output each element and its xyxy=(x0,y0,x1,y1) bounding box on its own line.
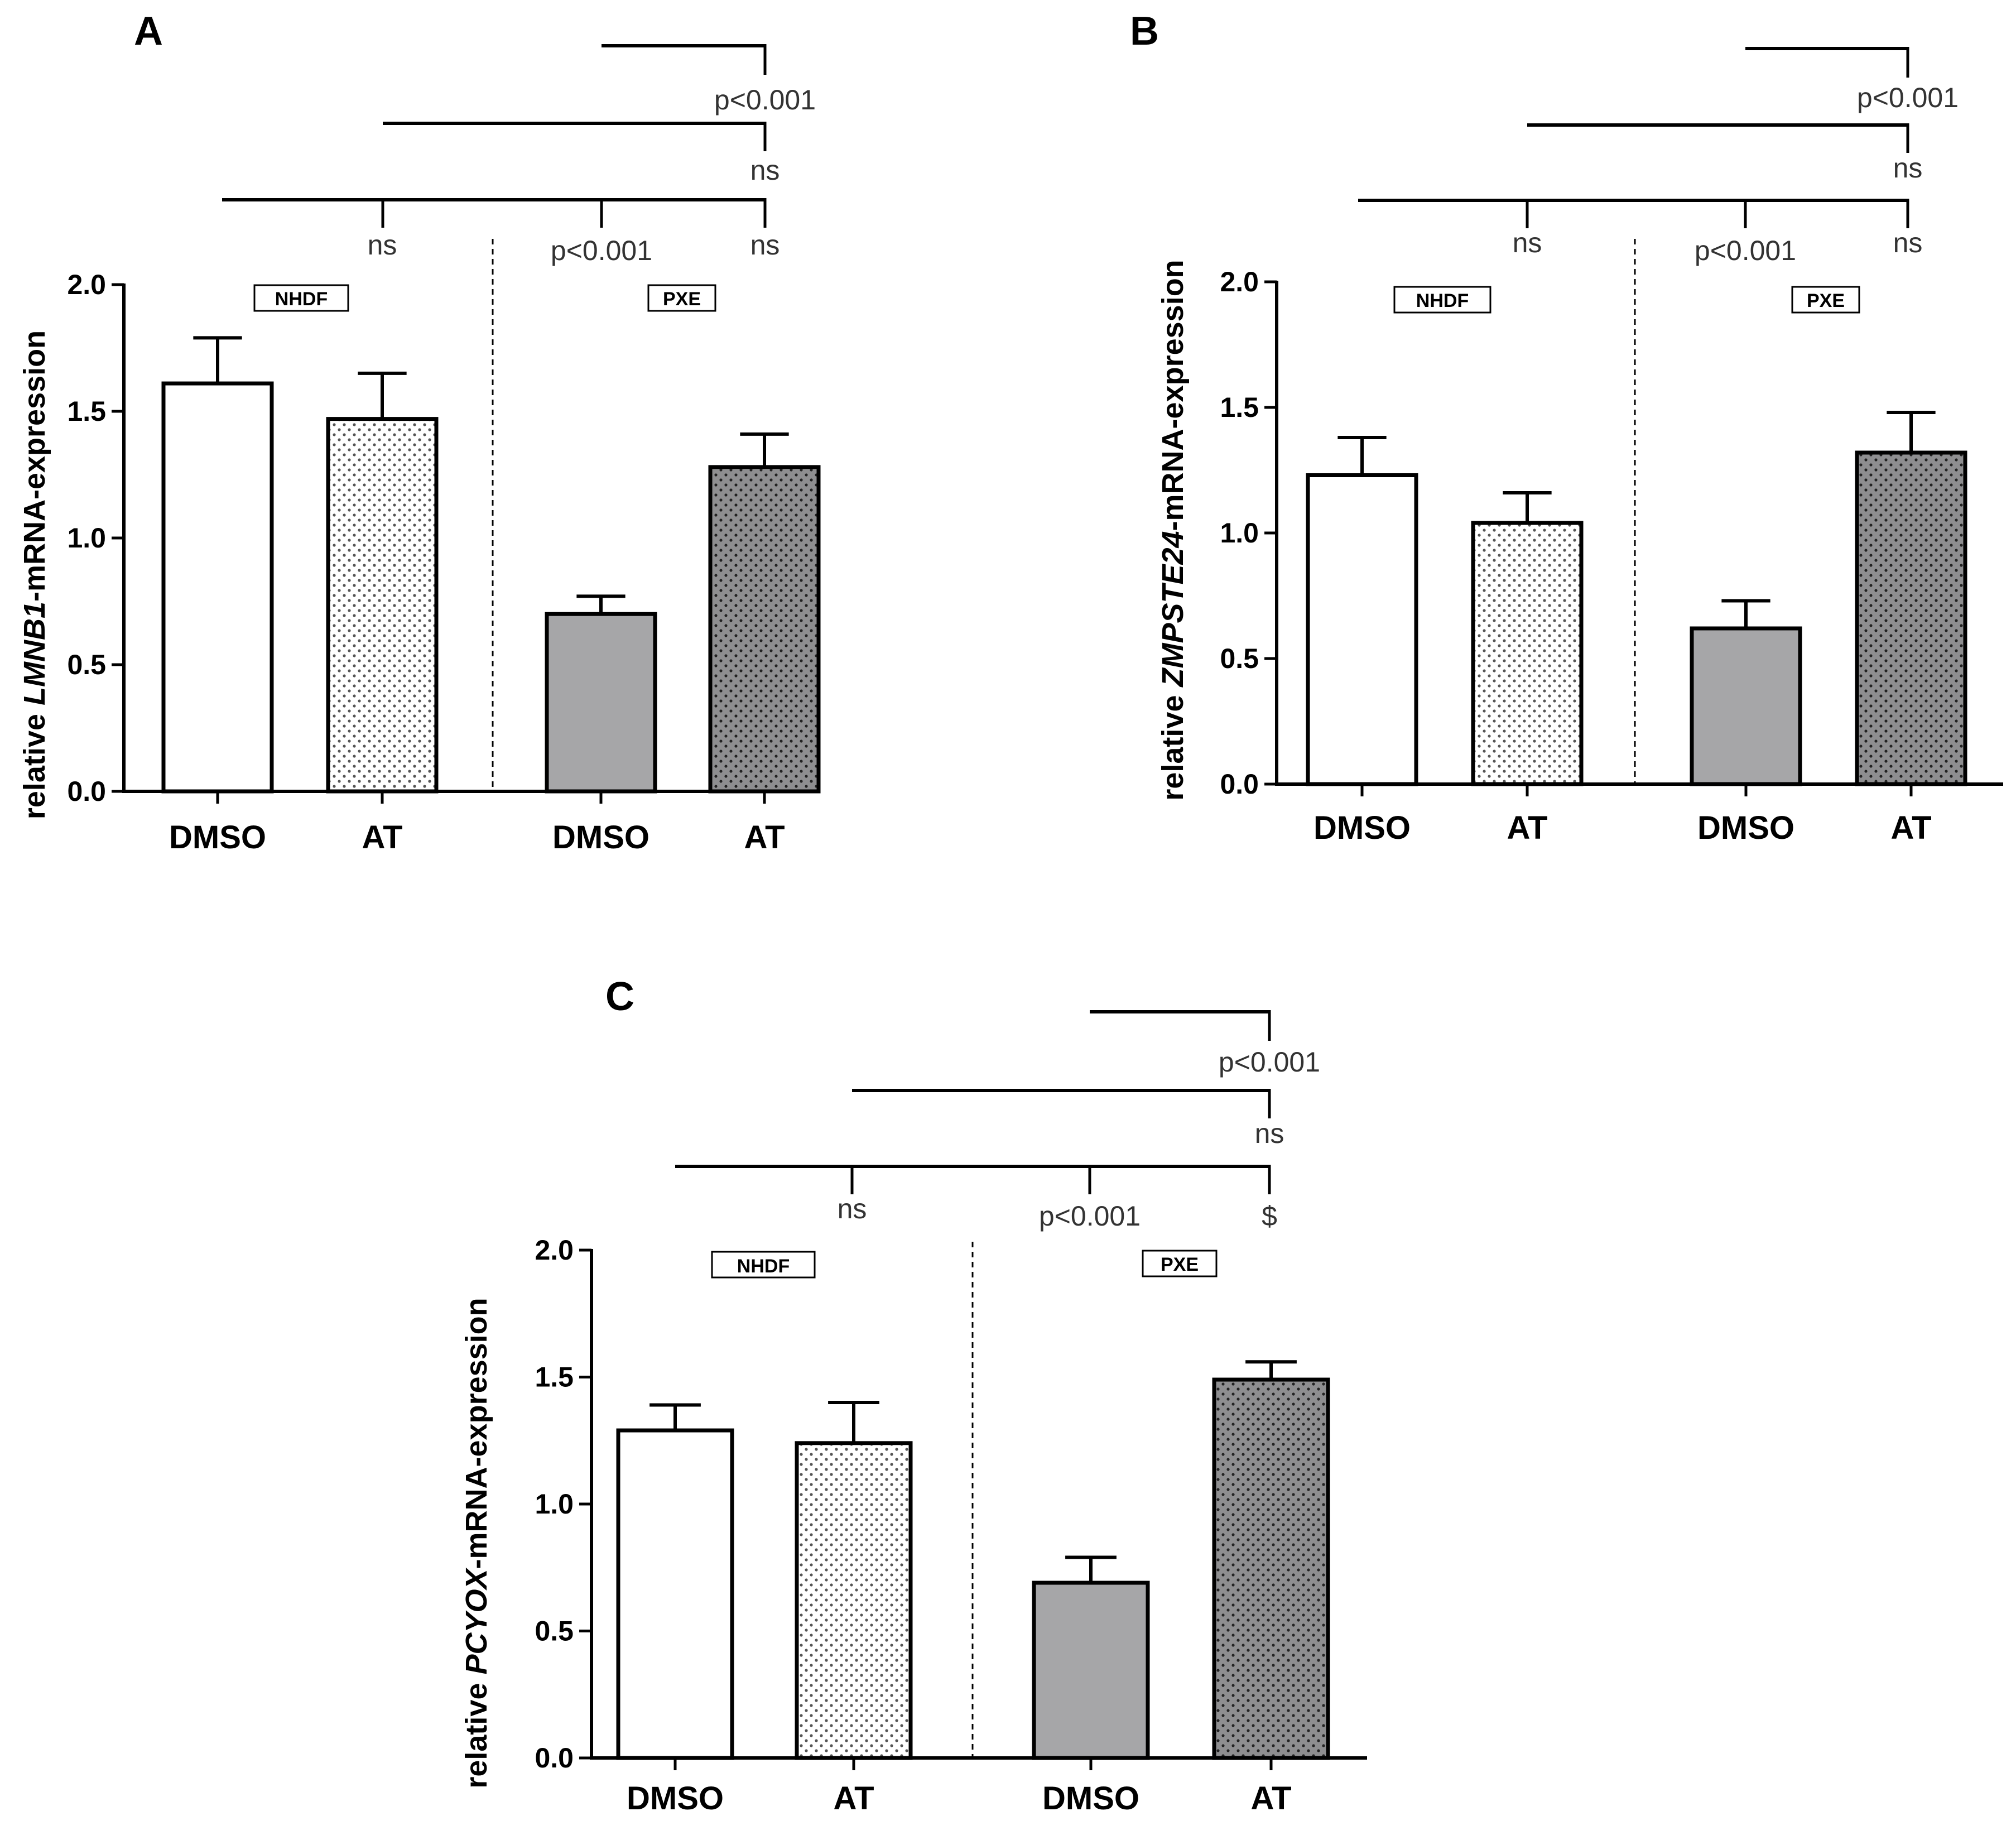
panel-a: 2.0 1.5 1.0 0.5 0.0 A relative LMNB1-mRNA-ex… xyxy=(18,9,821,856)
panel-a-y-tick-label-4: 2.0 xyxy=(67,269,106,300)
panel-c-group-box-pxe xyxy=(1142,1250,1218,1277)
panel-a-sig-label-bottom-3: ns xyxy=(750,229,780,261)
panel-b-group-box-pxe xyxy=(1791,286,1860,314)
panel-c-sig-label-bottom-1: ns xyxy=(838,1193,867,1224)
panel-a-x-label-dmso-nhdf: DMSO xyxy=(169,819,266,856)
panel-c-bar-0 xyxy=(616,1428,734,1760)
panel-c-group-label-nhdf: NHDF xyxy=(737,1256,790,1277)
panel-b-sig-label-middle: ns xyxy=(1893,152,1923,184)
panel-b-sig-label-top: p<0.001 xyxy=(1857,82,1959,113)
panel-c-x-label-at-pxe: AT xyxy=(1250,1780,1291,1817)
panel-a-sig-label-bottom-1: ns xyxy=(368,229,397,261)
panel-b-sig-label-bottom-1: ns xyxy=(1513,227,1542,258)
panel-a-group-box-nhdf xyxy=(253,284,349,312)
panel-a-x-label-at-nhdf: AT xyxy=(362,819,402,856)
panel-a-y-tick-label-2: 1.0 xyxy=(67,522,106,554)
panel-c-y-tick-label-1: 0.5 xyxy=(535,1616,574,1647)
panel-b-y-tick-label-0: 0.0 xyxy=(1220,768,1259,800)
panel-a-y-tick-label-0: 0.0 xyxy=(67,776,106,807)
panel-b-y-tick-label-3: 1.5 xyxy=(1220,392,1259,423)
panel-b-bar-1 xyxy=(1471,521,1584,786)
panel-c-sig-label-top: p<0.001 xyxy=(1219,1046,1320,1078)
panel-b-group-box-nhdf xyxy=(1393,286,1491,314)
panel-b-x-label-dmso-nhdf: DMSO xyxy=(1313,810,1411,846)
panel-b-y-tick-label-1: 0.5 xyxy=(1220,643,1259,674)
panel-b-x-label-at-pxe: AT xyxy=(1890,810,1931,846)
panel-c-bar-2 xyxy=(1032,1580,1150,1760)
panel-c-bar-1 xyxy=(795,1441,913,1760)
panel-a-y-tick-label-1: 0.5 xyxy=(67,649,106,680)
panel-a-group-box-pxe xyxy=(647,284,716,312)
panel-c-sig-label-middle: ns xyxy=(1255,1118,1284,1149)
panel-a-x-label-at-pxe: AT xyxy=(744,819,785,856)
panel-b: 2.0 1.5 1.0 0.5 0.0 B relative ZMPSTE24-mRNA… xyxy=(1130,9,2003,846)
panel-a-y-axis-title: relative LMNB1-mRNA-expression xyxy=(18,330,51,819)
panel-b-bar-3 xyxy=(1855,450,1967,786)
panel-b-sig-label-bottom-2: p<0.001 xyxy=(1695,235,1796,266)
panel-b-bar-2 xyxy=(1690,626,1802,786)
panel-a-sig-label-bottom-2: p<0.001 xyxy=(551,235,652,266)
panel-c-y-tick-label-0: 0.0 xyxy=(535,1742,574,1774)
panel-a-bar-2 xyxy=(545,612,657,794)
panel-a-y-tick-label-3: 1.5 xyxy=(67,396,106,427)
panel-c: 2.0 1.5 1.0 0.5 0.0 C relative PCYOX-mRNA-ex… xyxy=(460,974,1367,1817)
panel-a-bar-3 xyxy=(708,465,821,794)
panel-c-sig-label-bottom-2: p<0.001 xyxy=(1039,1200,1141,1232)
panel-b-group-label-nhdf: NHDF xyxy=(1416,290,1469,311)
panel-a-group-label-pxe: PXE xyxy=(663,289,701,310)
panel-c-group-box-nhdf xyxy=(711,1251,816,1279)
panel-b-sig-label-bottom-3: ns xyxy=(1893,227,1923,258)
panel-c-y-tick-label-4: 2.0 xyxy=(535,1234,574,1266)
panel-c-y-tick-label-3: 1.5 xyxy=(535,1362,574,1393)
panel-c-x-label-dmso-nhdf: DMSO xyxy=(627,1780,724,1817)
panel-c-y-tick-label-2: 1.0 xyxy=(535,1488,574,1520)
panel-a-group-label-nhdf: NHDF xyxy=(275,289,328,310)
panel-c-bar-3 xyxy=(1212,1377,1330,1760)
panel-c-group-label-pxe: PXE xyxy=(1161,1254,1199,1275)
panel-b-bar-0 xyxy=(1306,473,1418,786)
panel-b-y-tick-label-2: 1.0 xyxy=(1220,517,1259,549)
panel-c-y-axis-title: relative PCYOX-mRNA-expression xyxy=(460,1298,493,1788)
panel-c-letter: C xyxy=(605,974,634,1019)
panel-a-bar-1 xyxy=(326,417,439,794)
panel-b-letter: B xyxy=(1130,9,1159,54)
panel-b-y-tick-label-4: 2.0 xyxy=(1220,266,1259,297)
panel-c-x-label-dmso-pxe: DMSO xyxy=(1042,1780,1139,1817)
panel-a-bar-0 xyxy=(161,381,274,794)
panel-b-y-axis-title: relative ZMPSTE24-mRNA-expression xyxy=(1156,260,1190,800)
panel-a-x-label-dmso-pxe: DMSO xyxy=(552,819,649,856)
panel-b-x-label-at-nhdf: AT xyxy=(1507,810,1547,846)
panel-a-sig-label-middle: ns xyxy=(750,155,780,186)
panel-b-group-label-pxe: PXE xyxy=(1807,290,1845,311)
panel-a-letter: A xyxy=(134,9,163,54)
panel-a-sig-label-top: p<0.001 xyxy=(714,84,816,116)
panel-b-x-label-dmso-pxe: DMSO xyxy=(1697,810,1794,846)
panel-c-sig-label-bottom-3: $ xyxy=(1262,1200,1277,1232)
panel-c-x-label-at-nhdf: AT xyxy=(833,1780,874,1817)
